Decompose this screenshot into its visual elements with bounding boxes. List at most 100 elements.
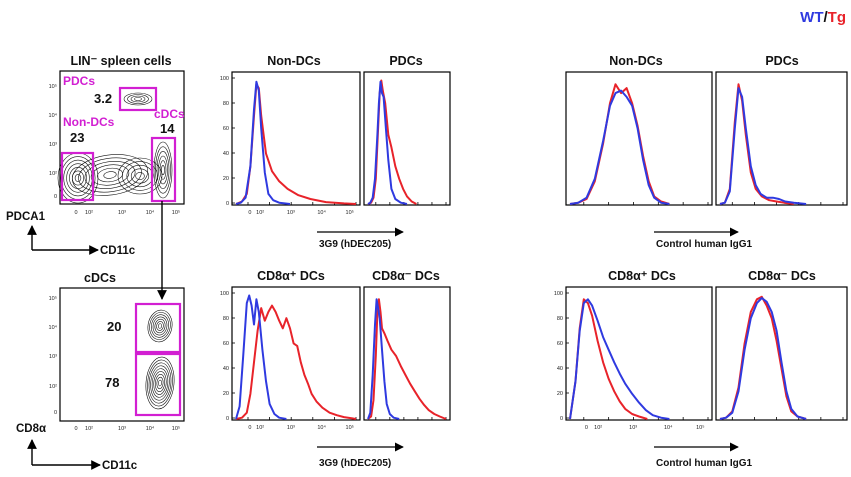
contour-line — [90, 164, 130, 186]
gating-bottom-xtick: 10² — [85, 426, 93, 432]
gate-pdcs-value: 3.2 — [94, 91, 112, 106]
gating-bottom-xtick: 0 — [74, 426, 77, 432]
gating-top-xtick: 10⁴ — [146, 209, 155, 216]
contour-line — [78, 157, 142, 193]
contour-line — [158, 155, 168, 185]
gating-bottom-ylabel: CD8α — [16, 423, 46, 435]
gating-bottom-ytick: 10⁵ — [49, 295, 57, 302]
gating-top-ytick: 10⁵ — [49, 83, 57, 90]
y-tick-label: 0 — [226, 201, 229, 207]
gate-nondcs-value: 23 — [70, 130, 84, 145]
gating-bottom-contours — [145, 309, 175, 410]
contour-line — [156, 321, 164, 331]
gating-top-xtick: 10⁵ — [172, 209, 180, 216]
x-tick-label: 10⁴ — [317, 209, 326, 216]
contour-line — [151, 368, 169, 398]
histogram-hdec-pdcs: PDCs — [363, 54, 451, 206]
ctrl-bottom-axis-title: Control human IgG1 — [656, 458, 753, 469]
contour-line — [148, 362, 172, 404]
x-tick-label: 10⁴ — [317, 424, 326, 431]
legend: WT/Tg — [800, 9, 846, 26]
histogram-title: Non-DCs — [267, 54, 321, 68]
gate-cd8-high-value: 20 — [107, 319, 121, 334]
contour-line — [147, 309, 173, 343]
gating-bottom-ytick: 10⁴ — [49, 324, 58, 331]
histogram-ctrl-cd8neg: CD8α⁻ DCs — [715, 269, 848, 421]
series-line-tg — [235, 304, 357, 420]
contour-line — [60, 156, 96, 200]
contour-line — [152, 316, 168, 336]
gating-top-title: LIN⁻ spleen cells — [70, 54, 171, 68]
contour-line — [158, 379, 162, 387]
hdec-top-axis-title: 3G9 (hDEC205) — [319, 239, 391, 250]
histogram-title: CD8α⁺ DCs — [608, 269, 676, 283]
contour-line — [151, 314, 169, 338]
contour-line — [72, 170, 85, 186]
histogram-frame — [363, 286, 451, 421]
y-tick-label: 20 — [223, 391, 229, 397]
histogram-ctrl-cd8pos: CD8α⁺ DCs 100 80 60 40 20 0 0 10² 10³ 10⁴ 10⁵ — [554, 269, 713, 431]
contour-line — [161, 165, 165, 176]
series-line-wt — [235, 80, 291, 205]
gating-top-xtick: 10³ — [118, 210, 126, 216]
y-tick-label: 20 — [223, 176, 229, 182]
gate-cd8-high — [134, 302, 182, 354]
x-tick-label: 0 — [248, 210, 251, 216]
contour-line — [84, 161, 136, 189]
gating-top-contours — [57, 92, 173, 204]
contour-line — [154, 374, 166, 392]
gating-bottom-xtick: 10³ — [118, 426, 126, 432]
series-line-wt — [569, 298, 670, 420]
y-tick-label: 80 — [223, 101, 229, 107]
series-line-tg — [367, 298, 447, 420]
gating-top-xtick: 0 — [74, 210, 77, 216]
gate-nondcs-label: Non-DCs — [63, 115, 115, 129]
contour-line — [159, 160, 167, 180]
contour-line — [134, 97, 142, 101]
contour-line — [130, 95, 146, 103]
y-tick-label: 100 — [220, 291, 229, 297]
histogram-hdec-cd8neg: CD8α⁻ DCs — [363, 269, 451, 421]
x-tick-label: 10⁵ — [346, 424, 354, 431]
x-tick-label: 10⁵ — [696, 424, 704, 431]
contour-line — [153, 141, 173, 199]
gating-top-xtick: 10² — [85, 210, 93, 216]
histogram-title: CD8α⁻ DCs — [372, 269, 440, 283]
y-tick-label: 80 — [223, 316, 229, 322]
x-tick-label: 10³ — [287, 425, 295, 431]
contour-line — [156, 151, 170, 190]
gating-top-xlabel: CD11c — [100, 245, 136, 257]
x-tick-label: 10² — [256, 210, 264, 216]
gating-bottom-xtick: 10⁴ — [146, 425, 155, 432]
contour-line — [157, 323, 163, 329]
series-line-tg — [367, 79, 417, 205]
x-tick-label: 10⁵ — [346, 209, 354, 216]
gate-cdcs — [150, 136, 177, 203]
legend-wt: WT — [800, 9, 823, 26]
y-tick-label: 60 — [557, 341, 563, 347]
gate-cd8-low-value: 78 — [105, 375, 119, 390]
histogram-frame — [715, 286, 848, 421]
y-tick-label: 0 — [560, 416, 563, 422]
y-tick-label: 100 — [220, 76, 229, 82]
contour-line — [126, 164, 154, 188]
contour-line — [74, 174, 82, 182]
x-tick-label: 10² — [594, 425, 602, 431]
histogram-frame — [231, 286, 361, 421]
y-tick-label: 100 — [554, 291, 563, 297]
gate-cdcs-label: cDCs — [154, 107, 185, 121]
histogram-frame — [715, 71, 848, 206]
gating-bottom-yticks: 10⁵ 10⁴ 10³ 10² 0 — [49, 295, 58, 416]
series-line-tg — [569, 83, 670, 205]
gating-bottom-xlabel: CD11c — [102, 460, 138, 472]
histogram-title: Non-DCs — [609, 54, 663, 68]
gating-bottom-ytick: 0 — [54, 410, 57, 416]
contour-line — [150, 365, 170, 401]
y-tick-label: 80 — [557, 316, 563, 322]
gating-top-frame — [59, 70, 185, 205]
histogram-frame — [565, 71, 713, 206]
series-line-wt — [719, 87, 807, 205]
contour-line — [123, 92, 153, 106]
histogram-panels: Non-DCs 100 80 60 40 20 0 0 10² 10³ 10⁴ 10⁵ PDCs CD8α… — [220, 54, 848, 431]
